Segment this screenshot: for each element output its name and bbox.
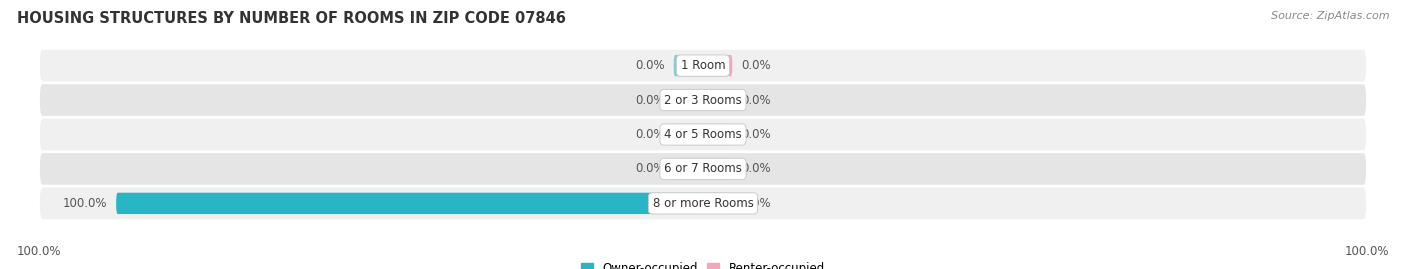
FancyBboxPatch shape	[673, 55, 703, 76]
FancyBboxPatch shape	[39, 50, 1367, 82]
Text: 0.0%: 0.0%	[741, 162, 770, 175]
FancyBboxPatch shape	[39, 119, 1367, 150]
Text: 100.0%: 100.0%	[63, 197, 107, 210]
Text: 100.0%: 100.0%	[17, 245, 62, 258]
Text: 4 or 5 Rooms: 4 or 5 Rooms	[664, 128, 742, 141]
Text: 1 Room: 1 Room	[681, 59, 725, 72]
Text: Source: ZipAtlas.com: Source: ZipAtlas.com	[1271, 11, 1389, 21]
FancyBboxPatch shape	[703, 124, 733, 145]
Text: 0.0%: 0.0%	[741, 59, 770, 72]
Text: 2 or 3 Rooms: 2 or 3 Rooms	[664, 94, 742, 107]
FancyBboxPatch shape	[703, 55, 733, 76]
FancyBboxPatch shape	[117, 193, 703, 214]
FancyBboxPatch shape	[673, 158, 703, 180]
FancyBboxPatch shape	[673, 124, 703, 145]
FancyBboxPatch shape	[39, 84, 1367, 116]
Text: 0.0%: 0.0%	[636, 162, 665, 175]
FancyBboxPatch shape	[703, 158, 733, 180]
Text: 100.0%: 100.0%	[1344, 245, 1389, 258]
Text: 0.0%: 0.0%	[741, 197, 770, 210]
Text: 0.0%: 0.0%	[636, 128, 665, 141]
FancyBboxPatch shape	[673, 89, 703, 111]
Text: 0.0%: 0.0%	[636, 59, 665, 72]
Text: 0.0%: 0.0%	[636, 94, 665, 107]
Text: 8 or more Rooms: 8 or more Rooms	[652, 197, 754, 210]
Text: 0.0%: 0.0%	[741, 94, 770, 107]
Text: 6 or 7 Rooms: 6 or 7 Rooms	[664, 162, 742, 175]
Text: HOUSING STRUCTURES BY NUMBER OF ROOMS IN ZIP CODE 07846: HOUSING STRUCTURES BY NUMBER OF ROOMS IN…	[17, 11, 565, 26]
FancyBboxPatch shape	[39, 153, 1367, 185]
FancyBboxPatch shape	[703, 89, 733, 111]
Text: 0.0%: 0.0%	[741, 128, 770, 141]
Legend: Owner-occupied, Renter-occupied: Owner-occupied, Renter-occupied	[576, 258, 830, 269]
FancyBboxPatch shape	[703, 193, 733, 214]
FancyBboxPatch shape	[39, 187, 1367, 219]
